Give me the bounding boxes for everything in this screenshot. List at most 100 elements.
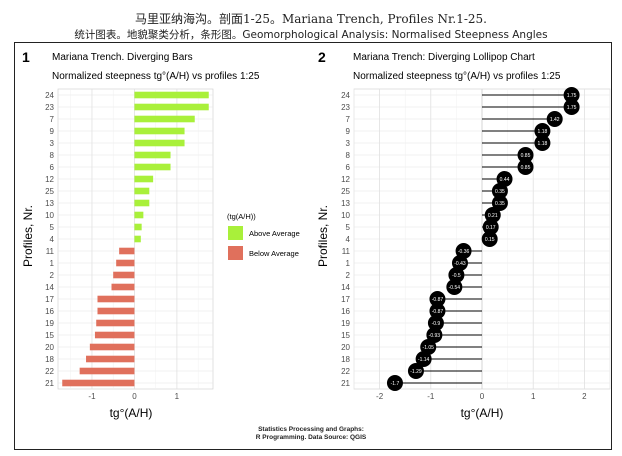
y-tick-label: 12	[45, 175, 54, 184]
panel-1-x-tick-labels: -1 0 1	[88, 392, 179, 401]
bar	[86, 355, 135, 363]
lollipop-dot	[451, 255, 468, 271]
panel-2-subtitle: Normalized steepness tg°(A/H) vs profile…	[353, 71, 561, 82]
lollipop-value-label: 0.21	[488, 213, 498, 219]
lollipop-value-label: -0.5	[452, 273, 461, 279]
lollipop-value-label: 0.35	[495, 189, 505, 195]
y-tick-label: 15	[341, 331, 350, 340]
y-tick-label: 12	[341, 175, 350, 184]
lollipop-value-label: 0.35	[495, 201, 505, 207]
bar	[134, 103, 209, 111]
footer-line-2: R Programming. Data Source: QGIS	[255, 434, 367, 441]
y-tick-label: 13	[45, 199, 54, 208]
lollipop-value-label: 1.18	[538, 141, 548, 147]
y-tick-label: 7	[50, 115, 55, 124]
y-tick-label: 16	[45, 307, 54, 316]
lollipop-value-label: 1.42	[550, 117, 560, 123]
panel-2-number: 2	[318, 49, 326, 65]
lollipop-dot	[420, 339, 437, 355]
y-tick-label: 9	[50, 127, 55, 136]
y-tick-label: 3	[50, 139, 55, 148]
legend-label-above: Above Average	[249, 229, 300, 238]
lollipop-dot	[386, 375, 403, 391]
bar	[97, 307, 135, 315]
lollipop-dot	[534, 135, 551, 151]
lollipop-value-label: -1.14	[418, 357, 430, 363]
lollipop-dot	[429, 291, 446, 307]
y-tick-label: 18	[341, 355, 350, 364]
y-tick-label: 8	[346, 151, 351, 160]
y-tick-label: 14	[341, 283, 350, 292]
y-tick-label: 15	[45, 331, 54, 340]
page-title: 马里亚纳海沟。剖面1-25。Mariana Trench, Profiles N…	[135, 12, 487, 26]
y-tick-label: 17	[341, 295, 350, 304]
y-tick-label: 22	[341, 367, 350, 376]
lollipop-dot	[484, 207, 501, 223]
y-tick-label: 18	[45, 355, 54, 364]
y-tick-label: 20	[341, 343, 350, 352]
lollipop-value-label: -1.05	[423, 345, 435, 351]
panel-1-ylabel: Profiles, Nr.	[21, 205, 35, 267]
lollipop-value-label: -0.87	[432, 309, 444, 315]
y-tick-label: 24	[45, 91, 54, 100]
lollipop-value-label: -0.9	[432, 321, 441, 327]
panel-1-subtitle: Normalized steepness tg°(A/H) vs profile…	[52, 71, 260, 82]
lollipop-value-label: -0.93	[429, 333, 441, 339]
lollipop-value-label: 0.17	[486, 225, 496, 231]
bar	[97, 295, 135, 303]
legend-swatch-below	[228, 246, 243, 260]
y-tick-label: 23	[45, 103, 54, 112]
panel-1-bars	[62, 91, 209, 387]
lollipop-dot	[427, 315, 444, 331]
panel-2-ylabel: Profiles, Nr.	[316, 205, 330, 267]
x-tick-label: 2	[582, 392, 587, 401]
lollipop-value-label: 1.75	[567, 105, 577, 111]
y-tick-label: 11	[342, 247, 351, 256]
lollipop-dot	[491, 183, 508, 199]
y-tick-label: 6	[50, 163, 55, 172]
lollipop-dot	[482, 219, 499, 235]
y-tick-label: 10	[45, 211, 54, 220]
bar	[134, 139, 185, 147]
panel-2-title: Mariana Trench: Diverging Lollipop Chart	[353, 52, 535, 63]
lollipop-dot	[517, 147, 534, 163]
lollipop-value-label: -1.7	[391, 381, 400, 387]
y-tick-label: 4	[50, 235, 55, 244]
lollipop-dot	[534, 123, 551, 139]
legend: (tg(A/H)) Above Average Below Average	[227, 212, 300, 260]
lollipop-dot	[407, 363, 424, 379]
y-tick-label: 21	[45, 379, 54, 388]
lollipop-value-label: 0.85	[521, 153, 531, 159]
lollipop-dot	[491, 195, 508, 211]
lollipop-value-label: 1.18	[538, 129, 548, 135]
y-tick-label: 19	[341, 319, 350, 328]
bar	[79, 367, 135, 375]
lollipop-dot	[415, 351, 432, 367]
panel-1-number: 1	[22, 49, 30, 65]
lollipop-dot	[446, 279, 463, 295]
y-tick-label: 10	[341, 211, 350, 220]
y-tick-label: 2	[346, 271, 351, 280]
panel-2-xlabel: tg°(A/H)	[461, 406, 504, 420]
legend-swatch-above	[228, 226, 243, 240]
y-tick-label: 3	[346, 139, 351, 148]
y-tick-label: 25	[45, 187, 54, 196]
x-tick-label: -1	[88, 392, 96, 401]
lollipop-dot	[563, 87, 580, 103]
x-tick-label: 1	[531, 392, 536, 401]
lollipop-value-label: 0.15	[485, 237, 495, 243]
bar	[134, 235, 141, 243]
y-tick-label: 5	[346, 223, 351, 232]
lollipop-value-label: -0.36	[458, 249, 470, 255]
lollipop-value-label: -0.54	[449, 285, 461, 291]
lollipop-dot	[496, 171, 513, 187]
bar	[89, 343, 135, 351]
bar	[134, 211, 144, 219]
bar	[96, 319, 135, 327]
x-tick-label: 0	[132, 392, 137, 401]
lollipop-value-label: -1.29	[410, 369, 422, 375]
bar	[62, 379, 135, 387]
x-tick-label: 0	[480, 392, 485, 401]
y-tick-label: 9	[346, 127, 351, 136]
bar	[134, 151, 171, 159]
